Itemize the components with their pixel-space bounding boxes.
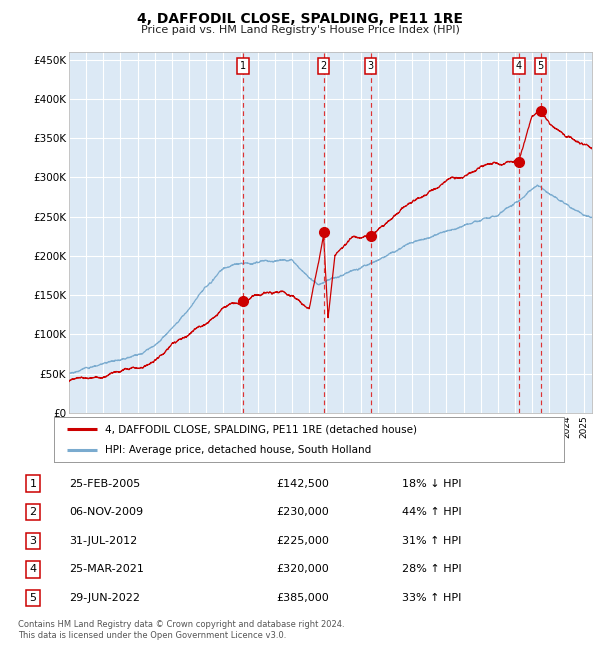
Text: HPI: Average price, detached house, South Holland: HPI: Average price, detached house, Sout… [105, 445, 371, 454]
Text: 31-JUL-2012: 31-JUL-2012 [69, 536, 137, 546]
Text: 1: 1 [240, 61, 246, 71]
Text: 3: 3 [29, 536, 37, 546]
Text: 06-NOV-2009: 06-NOV-2009 [69, 507, 143, 517]
Text: 5: 5 [29, 593, 37, 603]
Text: £385,000: £385,000 [276, 593, 329, 603]
Text: 25-FEB-2005: 25-FEB-2005 [69, 478, 140, 489]
Text: 4, DAFFODIL CLOSE, SPALDING, PE11 1RE: 4, DAFFODIL CLOSE, SPALDING, PE11 1RE [137, 12, 463, 26]
Text: 5: 5 [538, 61, 544, 71]
Text: 1: 1 [29, 478, 37, 489]
Text: £320,000: £320,000 [276, 564, 329, 575]
Text: 25-MAR-2021: 25-MAR-2021 [69, 564, 144, 575]
Text: 2: 2 [29, 507, 37, 517]
Text: 3: 3 [368, 61, 374, 71]
Text: £225,000: £225,000 [276, 536, 329, 546]
Text: Contains HM Land Registry data © Crown copyright and database right 2024.: Contains HM Land Registry data © Crown c… [18, 620, 344, 629]
Text: 4: 4 [29, 564, 37, 575]
Text: 28% ↑ HPI: 28% ↑ HPI [402, 564, 461, 575]
Text: £230,000: £230,000 [276, 507, 329, 517]
Text: This data is licensed under the Open Government Licence v3.0.: This data is licensed under the Open Gov… [18, 630, 286, 640]
Text: £142,500: £142,500 [276, 478, 329, 489]
Text: 33% ↑ HPI: 33% ↑ HPI [402, 593, 461, 603]
Text: Price paid vs. HM Land Registry's House Price Index (HPI): Price paid vs. HM Land Registry's House … [140, 25, 460, 34]
Text: 4, DAFFODIL CLOSE, SPALDING, PE11 1RE (detached house): 4, DAFFODIL CLOSE, SPALDING, PE11 1RE (d… [105, 424, 417, 434]
Text: 4: 4 [516, 61, 522, 71]
Text: 2: 2 [320, 61, 326, 71]
Text: 29-JUN-2022: 29-JUN-2022 [69, 593, 140, 603]
Text: 31% ↑ HPI: 31% ↑ HPI [402, 536, 461, 546]
Text: 44% ↑ HPI: 44% ↑ HPI [402, 507, 461, 517]
Text: 18% ↓ HPI: 18% ↓ HPI [402, 478, 461, 489]
